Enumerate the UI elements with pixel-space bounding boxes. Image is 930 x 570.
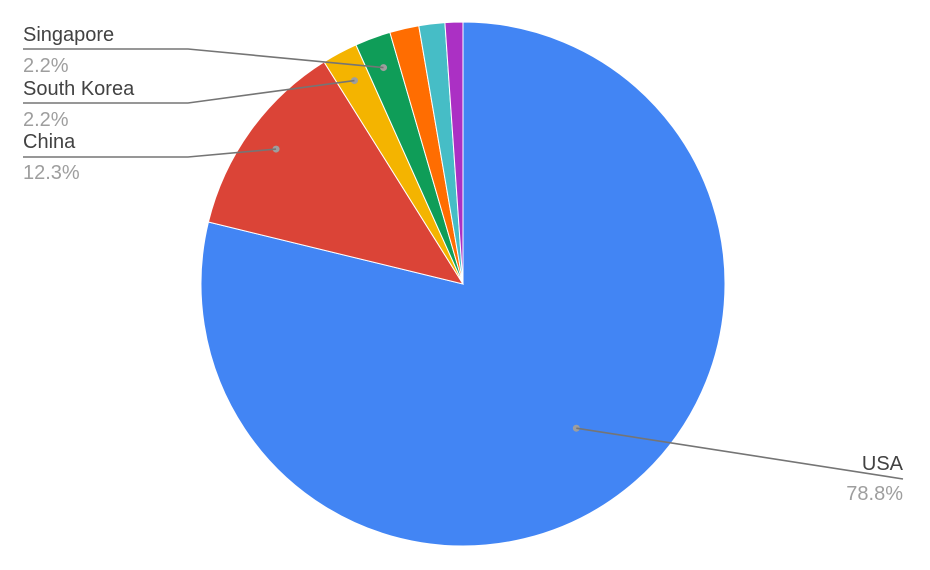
slice-percent-south-korea: 2.2% <box>23 109 69 131</box>
slice-label-south-korea: South Korea <box>23 78 135 100</box>
slice-label-singapore: Singapore <box>23 24 114 46</box>
slice-percent-china: 12.3% <box>23 162 80 184</box>
leader-line-china <box>23 148 277 158</box>
slice-label-china: China <box>23 131 76 153</box>
slice-label-usa: USA <box>862 453 904 475</box>
leader-line-singapore <box>23 48 384 69</box>
slice-percent-singapore: 2.2% <box>23 55 69 77</box>
pie-slice-slice-7 <box>444 21 464 285</box>
leader-lines <box>23 48 904 480</box>
pie-slices <box>200 21 726 547</box>
leader-line-usa <box>576 427 904 480</box>
leader-line-south-korea <box>23 79 355 104</box>
pie-slice-china <box>207 61 465 285</box>
slice-percent-usa: 78.8% <box>846 483 903 505</box>
